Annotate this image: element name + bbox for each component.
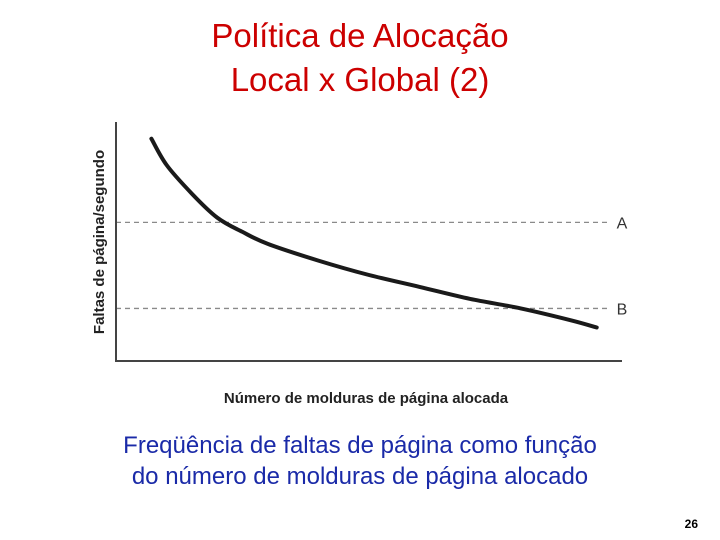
y-axis-label: Faltas de página/segundo	[91, 150, 108, 334]
reference-lines: AB	[116, 215, 628, 318]
slide-title: Política de Alocação Local x Global (2)	[0, 14, 720, 102]
x-axis-label: Número de molduras de página alocada	[224, 390, 509, 407]
title-line-2: Local x Global (2)	[230, 61, 490, 98]
title-line-1: Política de Alocação	[211, 17, 509, 54]
caption-line-1: Freqüência de faltas de página como funç…	[123, 432, 597, 459]
caption-line-2: do número de molduras de página alocado	[131, 463, 589, 490]
reference-label-a: A	[617, 215, 628, 232]
fault-rate-curve	[149, 136, 599, 330]
chart-caption: Freqüência de faltas de página como funç…	[0, 430, 720, 492]
reference-label-b: B	[617, 301, 628, 318]
page-fault-chart: AB Número de molduras de página alocada …	[91, 122, 628, 407]
page-number: 26	[684, 517, 698, 531]
